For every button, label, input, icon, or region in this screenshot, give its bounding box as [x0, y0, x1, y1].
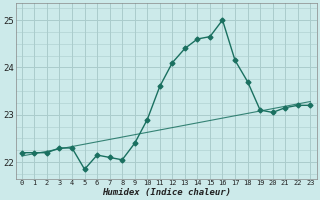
- X-axis label: Humidex (Indice chaleur): Humidex (Indice chaleur): [101, 188, 231, 197]
